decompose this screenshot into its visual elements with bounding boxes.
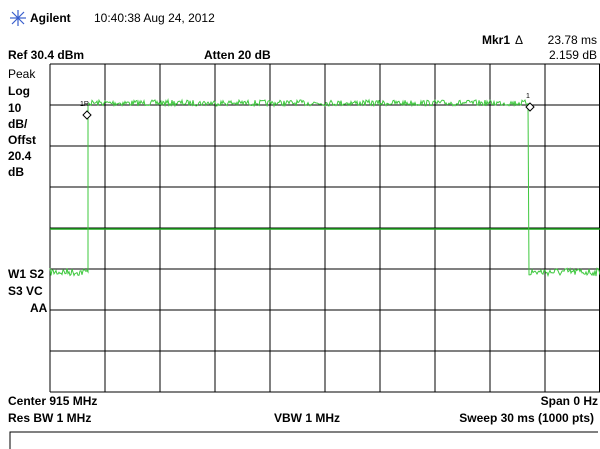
- logo: [10, 10, 26, 26]
- marker-delta: Δ: [515, 33, 523, 47]
- brand: Agilent: [30, 11, 71, 25]
- timestamp: 10:40:38 Aug 24, 2012: [94, 11, 215, 25]
- sweep: Sweep 30 ms (1000 pts): [459, 411, 594, 425]
- coupling: AA: [30, 301, 48, 315]
- delta-marker-label: 1: [526, 93, 530, 100]
- unit: dB/: [8, 117, 28, 131]
- attenuation: Atten 20 dB: [204, 48, 271, 62]
- offset: 20.4: [8, 149, 32, 163]
- offset-label: Offst: [8, 133, 36, 147]
- vbw: VBW 1 MHz: [274, 411, 340, 425]
- scale: Log: [8, 84, 30, 98]
- delta-marker: [525, 102, 535, 112]
- div: 10: [8, 101, 22, 115]
- offset-unit: dB: [8, 165, 24, 179]
- span: Span 0 Hz: [541, 394, 598, 408]
- ref-marker: [82, 110, 92, 120]
- trace: [49, 98, 600, 278]
- detector: Peak: [8, 67, 36, 81]
- graticule: [49, 63, 600, 393]
- ref-marker-label: 1R: [80, 101, 89, 108]
- marker-time: 23.78 ms: [548, 33, 597, 47]
- marker-level: 2.159 dB: [549, 48, 597, 62]
- rbw: Res BW 1 MHz: [8, 411, 91, 425]
- status-bar: [9, 431, 598, 449]
- center-freq: Center 915 MHz: [8, 394, 97, 408]
- ref-level: Ref 30.4 dBm: [8, 48, 84, 62]
- traces: W1 S2: [8, 267, 44, 281]
- marker-name: Mkr1: [482, 33, 510, 47]
- traces: S3 VC: [8, 284, 43, 298]
